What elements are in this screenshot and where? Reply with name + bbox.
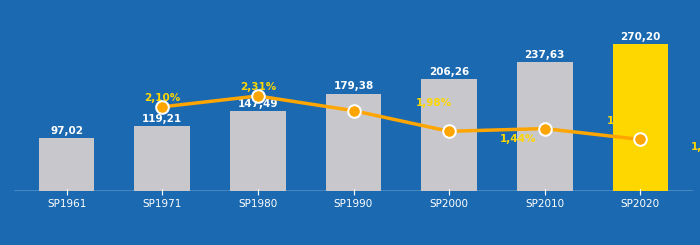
Text: 1,25%: 1,25% — [691, 142, 700, 152]
Bar — [326, 94, 382, 191]
Text: 119,21: 119,21 — [142, 114, 182, 124]
Bar — [612, 44, 668, 191]
Text: 270,20: 270,20 — [620, 32, 661, 42]
Text: 206,26: 206,26 — [429, 67, 469, 77]
Text: 179,38: 179,38 — [333, 81, 374, 91]
Bar — [39, 138, 95, 191]
Text: 1,49%: 1,49% — [607, 116, 643, 126]
Bar — [517, 62, 573, 191]
Bar — [421, 79, 477, 191]
Bar — [230, 111, 286, 191]
Text: 237,63: 237,63 — [524, 50, 565, 60]
Text: 2,31%: 2,31% — [239, 82, 276, 92]
Bar — [134, 126, 190, 191]
Text: 1,44%: 1,44% — [500, 134, 536, 144]
Text: 2,10%: 2,10% — [144, 93, 181, 103]
Text: 97,02: 97,02 — [50, 126, 83, 136]
Text: 147,49: 147,49 — [237, 99, 278, 109]
Text: 1,98%: 1,98% — [416, 98, 452, 108]
